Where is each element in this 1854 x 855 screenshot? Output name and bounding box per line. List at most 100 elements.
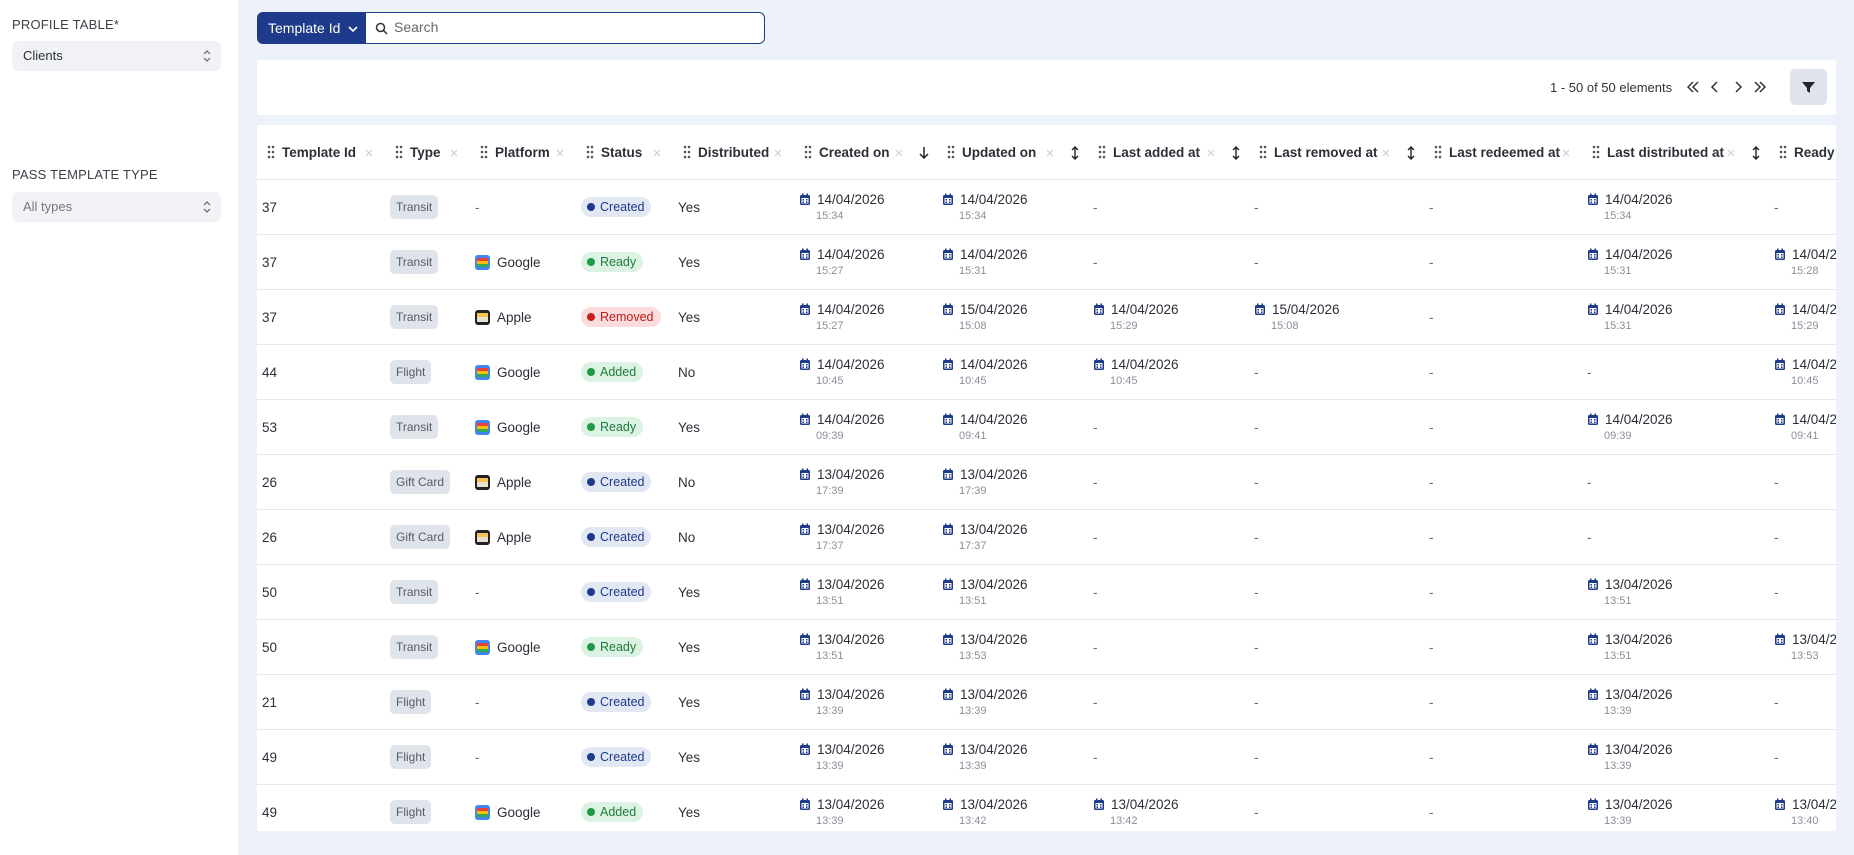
time: 13:39 <box>1604 705 1632 717</box>
date: 13/04/2026 <box>960 632 1028 647</box>
header-cell[interactable]: Last distributed at <box>1582 125 1769 179</box>
platform-icon <box>475 309 490 325</box>
date: 13/04/2026 <box>817 742 885 757</box>
cell: Google <box>470 400 576 454</box>
time: 15:28 <box>1791 265 1819 277</box>
cell: Created <box>576 730 673 784</box>
status-dot <box>587 368 595 376</box>
cell: 13/04/2026 13:39 <box>794 730 937 784</box>
header-cell[interactable]: Type <box>385 125 470 179</box>
cell: - <box>1424 400 1582 454</box>
type-pill: Transit <box>390 195 439 219</box>
date-cell: 15/04/2026 15:08 <box>942 302 1028 332</box>
value: 37 <box>262 309 278 325</box>
table-row[interactable]: 37 Transit - Created Yes 14/04/2026 15:34 14/04… <box>257 180 1836 235</box>
status: Ready <box>600 420 637 434</box>
calendar-icon <box>943 248 953 260</box>
type-select[interactable]: All types <box>12 192 221 222</box>
time: 15:31 <box>959 265 987 277</box>
value: 49 <box>262 804 278 820</box>
date-line: 13/04/2026 <box>799 522 885 537</box>
calendar-icon <box>943 578 953 590</box>
value: - <box>1429 364 1434 380</box>
date-cell: 13/04/2026 13:53 <box>1774 632 1836 662</box>
close-icon <box>1046 149 1054 157</box>
cell: - <box>1249 235 1424 289</box>
table-row[interactable]: 37 Transit Apple Removed Yes 14/04/2026 15:27 1… <box>257 290 1836 345</box>
profile-select[interactable]: Clients <box>12 41 221 71</box>
table-row[interactable]: 44 Flight Google Added No 14/04/2026 10:45 14/0… <box>257 345 1836 400</box>
value: - <box>1093 694 1098 710</box>
table-row[interactable]: 50 Transit Google Ready Yes 13/04/2026 13:51 13… <box>257 620 1836 675</box>
header-cell[interactable]: Distributed <box>673 125 794 179</box>
cell: No <box>673 345 794 399</box>
platform: Google <box>497 419 541 435</box>
header-cell[interactable]: Created on <box>794 125 937 179</box>
filter-button[interactable] <box>1790 69 1827 105</box>
field-button[interactable]: Template Id <box>257 12 366 44</box>
date-cell: 14/04/2026 15:27 <box>799 247 885 277</box>
cell: - <box>1769 180 1836 234</box>
cell: 26 <box>257 510 385 564</box>
header-cell[interactable]: Last added at <box>1088 125 1249 179</box>
time: 10:45 <box>816 375 844 387</box>
header-cell[interactable]: Ready at <box>1769 125 1836 179</box>
cell: Transit <box>385 400 470 454</box>
header-cell[interactable]: Status <box>576 125 673 179</box>
date-cell: 13/04/2026 13:39 <box>799 742 885 772</box>
cell: 49 <box>257 785 385 831</box>
value: - <box>1429 529 1434 545</box>
cell: 13/04/2026 13:51 <box>1582 620 1769 674</box>
cell: - <box>1249 345 1424 399</box>
status-badge: Created <box>581 692 652 712</box>
value: - <box>1254 804 1259 820</box>
cell: - <box>1424 565 1582 619</box>
search-input[interactable]: Search <box>365 12 765 44</box>
cell: 14/04/2026 15:27 <box>794 290 937 344</box>
date-line: 13/04/2026 <box>799 687 885 702</box>
table-row[interactable]: 21 Flight - Created Yes 13/04/2026 13:39 13/04/… <box>257 675 1836 730</box>
status-dot <box>587 313 595 321</box>
table: Template Id Type Platform Status Distributed… <box>257 125 1836 831</box>
cell: 14/04/2026 10:45 <box>1769 345 1836 399</box>
time: 17:39 <box>959 485 987 497</box>
value: Yes <box>678 309 701 325</box>
header-cell[interactable]: Last redeemed at <box>1424 125 1582 179</box>
table-row[interactable]: 53 Transit Google Ready Yes 14/04/2026 09:39 14… <box>257 400 1836 455</box>
calendar-icon <box>1588 688 1598 700</box>
date-line: 14/04/2026 <box>1093 357 1179 372</box>
table-row[interactable]: 49 Flight Google Added Yes 13/04/2026 13:39 13/… <box>257 785 1836 831</box>
time: 17:37 <box>816 540 844 552</box>
table-row[interactable]: 26 Gift Card Apple Created No 13/04/2026 17:37… <box>257 510 1836 565</box>
cell: No <box>673 455 794 509</box>
table-row[interactable]: 26 Gift Card Apple Created No 13/04/2026 17:39… <box>257 455 1836 510</box>
header-cell[interactable]: Platform <box>470 125 576 179</box>
drag-handle <box>395 145 403 159</box>
header-cell[interactable]: Last removed at <box>1249 125 1424 179</box>
table-row[interactable]: 50 Transit - Created Yes 13/04/2026 13:51 13/04… <box>257 565 1836 620</box>
header-cell[interactable]: Updated on <box>937 125 1088 179</box>
header-cell[interactable]: Template Id <box>257 125 385 179</box>
cell: Ready <box>576 235 673 289</box>
value: - <box>1429 639 1434 655</box>
close-icon <box>1562 149 1570 157</box>
cell: - <box>1769 565 1836 619</box>
pager-icons[interactable] <box>1687 80 1777 94</box>
table-row[interactable]: 37 Transit Google Ready Yes 14/04/2026 15:27 14… <box>257 235 1836 290</box>
table-row[interactable]: 49 Flight - Created Yes 13/04/2026 13:39 13/04/… <box>257 730 1836 785</box>
calendar-icon <box>800 578 810 590</box>
value: - <box>1093 639 1098 655</box>
date-cell: 15/04/2026 15:08 <box>1254 302 1340 332</box>
status: Created <box>600 695 645 709</box>
cell: Flight <box>385 675 470 729</box>
cell: - <box>1424 510 1582 564</box>
cell: 13/04/2026 13:51 <box>937 565 1088 619</box>
value: No <box>678 364 696 380</box>
cell: - <box>1088 620 1249 674</box>
date-cell: 13/04/2026 17:39 <box>942 467 1028 497</box>
time: 09:41 <box>1791 430 1819 442</box>
cell: Transit <box>385 235 470 289</box>
cell: - <box>1582 455 1769 509</box>
value: - <box>1774 749 1779 765</box>
value: - <box>475 694 480 710</box>
